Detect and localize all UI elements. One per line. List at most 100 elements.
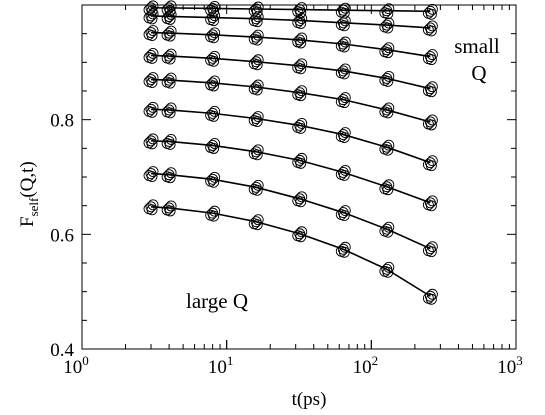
data-point [338,169,350,181]
x-tick-label: 102 [353,353,379,378]
data-point [339,92,351,104]
data-point [251,184,263,196]
data-point [338,68,350,80]
data-point [383,221,395,233]
x-tick-label-base: 10 [63,357,82,378]
data-point [296,13,308,24]
x-axis-label: t(ps) [292,389,327,410]
data-point [296,85,308,97]
data-point [208,110,220,122]
series-2 [143,8,438,37]
data-point [338,246,350,258]
data-point [382,184,394,196]
data-point [165,200,177,212]
y-tick-label: 0.4 [50,340,74,361]
data-point [382,266,394,278]
data-point [165,72,177,84]
data-point [382,22,394,34]
data-point [147,25,159,36]
data-point [252,111,264,122]
data-point [165,133,177,145]
data-point [382,107,394,119]
data-point [164,172,176,184]
y-tick-label: 0.8 [50,111,74,132]
data-point [146,13,158,25]
data-point [425,246,437,258]
data-point [383,17,395,29]
series-3 [143,25,438,66]
data-point [296,58,308,70]
annotation-small: small [454,34,500,58]
data-point [147,133,159,145]
y-tick-label: 0.6 [50,225,74,246]
data-point [296,226,308,238]
data-point [426,81,438,93]
plot-area [143,0,438,305]
series-line [150,206,431,297]
data-point [146,77,158,88]
x-tick-label-exponent: 2 [372,353,379,368]
x-tick-label-exponent: 3 [516,353,523,368]
data-point [426,241,438,253]
data-point [209,50,221,62]
data-point [252,79,264,91]
data-point [146,204,158,216]
data-point [382,75,394,87]
data-point [426,288,438,300]
data-point [295,90,307,102]
data-point [383,42,395,54]
data-point [296,117,308,129]
data-point [252,54,264,66]
data-point [426,155,438,167]
data-point [209,205,221,217]
series-line [151,7,431,13]
data-point [251,59,263,71]
annotation-q: Q [471,61,486,85]
data-point [252,29,264,41]
data-point [339,205,351,217]
x-tick-label-base: 10 [208,357,227,378]
data-point [164,107,176,119]
data-point [165,102,177,114]
data-point [426,195,438,207]
data-point [147,48,159,59]
data-point [251,116,263,127]
data-point [147,199,159,211]
data-point [426,114,438,126]
data-point [208,176,220,188]
data-point [383,70,395,82]
series-line [150,31,431,58]
data-point [252,144,264,156]
data-point [209,171,221,183]
series-line [150,172,431,250]
data-point [209,75,221,87]
data-point [296,2,308,14]
data-point [208,32,220,44]
data-point [164,138,176,150]
data-point [164,205,176,217]
data-point [382,226,394,238]
data-point [295,157,307,169]
data-point [383,102,395,114]
x-tick-label: 103 [497,353,523,378]
data-point [251,219,263,231]
data-point [295,231,307,243]
data-point [146,53,158,64]
data-point [146,171,158,183]
data-point [425,54,437,66]
data-point [147,72,159,83]
data-point [147,166,159,178]
y-axis-label-main: F [17,216,38,227]
data-point [338,20,350,32]
y-axis-label-rest: (Q,t) [17,161,38,197]
series-line [150,108,431,164]
x-tick-label-base: 10 [497,357,516,378]
data-point [208,80,220,92]
data-point [339,2,351,14]
data-point [209,27,221,39]
series-4 [143,48,438,98]
series-8 [143,166,438,258]
data-point [295,122,307,134]
series-7 [143,133,438,212]
